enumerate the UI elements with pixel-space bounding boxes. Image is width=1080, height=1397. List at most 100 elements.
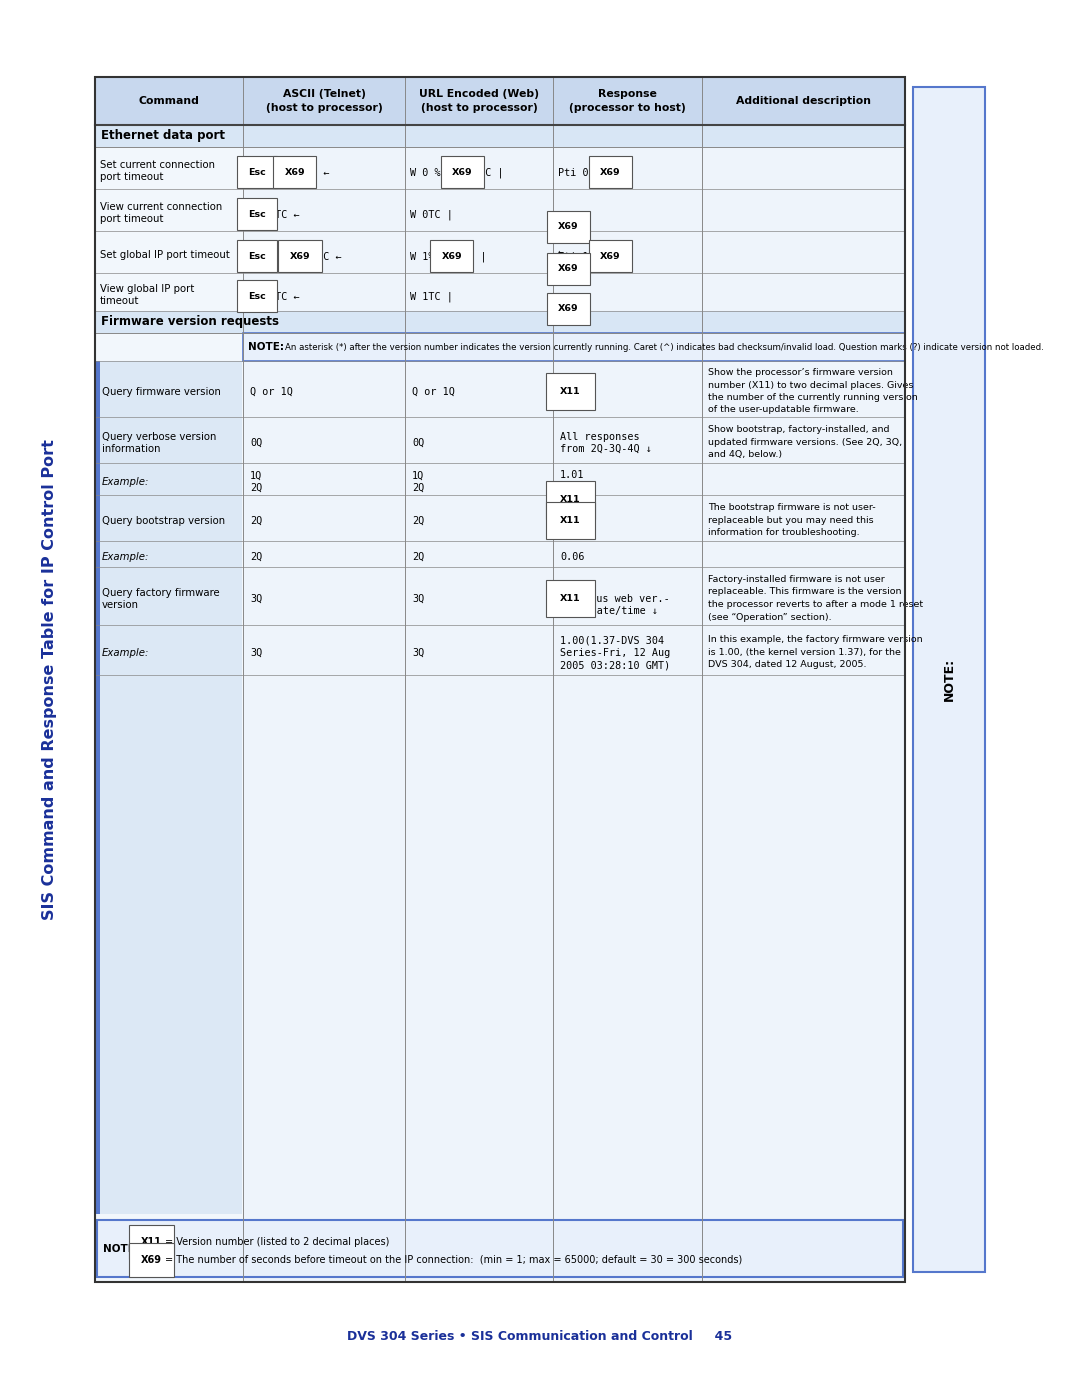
Text: NOTE:: NOTE:: [103, 1243, 139, 1253]
Text: updated firmware versions. (See 2Q, 3Q,: updated firmware versions. (See 2Q, 3Q,: [708, 437, 902, 447]
Text: (see “Operation” section).: (see “Operation” section).: [708, 612, 832, 622]
Text: the number of the currently running version: the number of the currently running vers…: [708, 393, 918, 402]
Text: 1Q: 1Q: [249, 471, 262, 481]
Text: NOTE:: NOTE:: [943, 658, 956, 701]
Bar: [243, 332, 905, 360]
Text: TC |: TC |: [462, 251, 487, 263]
Text: number (X11) to two decimal places. Gives: number (X11) to two decimal places. Give…: [708, 380, 914, 390]
Text: port timeout: port timeout: [100, 214, 163, 224]
Text: ←: ←: [558, 210, 564, 219]
Text: X69: X69: [558, 264, 579, 274]
Text: Pti 0 *: Pti 0 *: [558, 168, 607, 177]
Bar: [95, 77, 905, 1282]
Text: 2Q: 2Q: [249, 515, 262, 525]
Text: ←: ←: [621, 251, 633, 261]
Text: Firmware version requests: Firmware version requests: [102, 316, 279, 328]
Text: Series-Fri, 12 Aug: Series-Fri, 12 Aug: [561, 648, 671, 658]
Text: Query factory firmware: Query factory firmware: [102, 588, 219, 598]
Text: Show the processor’s firmware version: Show the processor’s firmware version: [708, 367, 893, 377]
Text: X69: X69: [600, 251, 621, 261]
Text: Query verbose version: Query verbose version: [102, 432, 216, 441]
Text: W 1TC |: W 1TC |: [410, 292, 453, 302]
Text: (host to processor): (host to processor): [420, 103, 538, 113]
Text: 2Q: 2Q: [411, 552, 424, 562]
Text: Additional description: Additional description: [735, 96, 870, 106]
Text: information: information: [102, 444, 161, 454]
Text: Pti 1 *: Pti 1 *: [558, 251, 607, 261]
Text: Example:: Example:: [102, 648, 149, 658]
Text: from 2Q-3Q-4Q ↓: from 2Q-3Q-4Q ↓: [561, 444, 652, 454]
Text: X11: X11: [141, 1236, 162, 1248]
Bar: [97, 1220, 903, 1277]
Text: DVS 304 Series • SIS Communication and Control     45: DVS 304 Series • SIS Communication and C…: [348, 1330, 732, 1344]
Text: 1.01: 1.01: [561, 471, 584, 481]
Text: is 1.00, (the kernel version 1.37), for the: is 1.00, (the kernel version 1.37), for …: [708, 648, 901, 657]
Text: 1TC ←: 1TC ←: [269, 292, 299, 302]
Text: X69: X69: [558, 222, 579, 232]
Text: Esc: Esc: [248, 251, 266, 261]
Text: timeout: timeout: [100, 296, 139, 306]
Bar: [95, 360, 242, 1214]
Text: Command: Command: [138, 96, 200, 106]
Bar: [95, 77, 905, 1282]
Text: = Version number (listed to 2 decimal places): = Version number (listed to 2 decimal pl…: [165, 1236, 390, 1248]
Text: X11: X11: [561, 496, 581, 504]
Bar: [95, 77, 243, 1282]
Text: (host to processor): (host to processor): [266, 103, 382, 113]
Bar: [95, 312, 905, 332]
Text: W 0TC |: W 0TC |: [410, 210, 453, 221]
Text: ASCII (Telnet): ASCII (Telnet): [283, 89, 365, 99]
Text: 3Q: 3Q: [411, 648, 424, 658]
Text: URL Encoded (Web): URL Encoded (Web): [419, 89, 539, 99]
Text: TC ←: TC ←: [311, 251, 341, 261]
Text: An asterisk (*) after the version number indicates the version currently running: An asterisk (*) after the version number…: [285, 342, 1043, 352]
Text: 0Q: 0Q: [249, 437, 262, 448]
Text: the processor reverts to after a mode 1 reset: the processor reverts to after a mode 1 …: [708, 599, 923, 609]
Text: Show bootstrap, factory-installed, and: Show bootstrap, factory-installed, and: [708, 425, 890, 434]
Text: = The number of seconds before timeout on the IP connection:  (min = 1; max = 65: = The number of seconds before timeout o…: [165, 1255, 742, 1266]
Text: X11: X11: [561, 387, 581, 395]
Text: 2Q: 2Q: [249, 552, 262, 562]
Text: 1 *: 1 *: [269, 251, 294, 261]
Text: 2Q: 2Q: [411, 483, 424, 493]
Text: ←: ←: [621, 168, 633, 177]
Text: 1Q: 1Q: [411, 471, 424, 481]
Text: X69: X69: [453, 168, 473, 177]
Text: W 1%2A: W 1%2A: [410, 251, 447, 261]
Text: X69: X69: [141, 1255, 162, 1266]
Text: X11: X11: [561, 515, 581, 525]
Text: 2Q: 2Q: [411, 515, 424, 525]
Text: DVS 304, dated 12 August, 2005.: DVS 304, dated 12 August, 2005.: [708, 661, 866, 669]
Text: X69: X69: [442, 251, 462, 261]
Text: version: version: [102, 599, 139, 610]
Text: ←: ←: [584, 515, 596, 525]
Text: desc-date/time ↓: desc-date/time ↓: [561, 606, 658, 616]
Text: of the user-updatable firmware.: of the user-updatable firmware.: [708, 405, 859, 415]
Bar: [95, 124, 905, 147]
Text: (processor to host): (processor to host): [569, 103, 686, 113]
Text: Example:: Example:: [102, 552, 149, 562]
Bar: [913, 87, 985, 1273]
Text: Ethernet data port: Ethernet data port: [102, 130, 225, 142]
Text: 0TC ←: 0TC ←: [269, 210, 299, 219]
Text: In this example, the factory firmware version: In this example, the factory firmware ve…: [708, 636, 922, 644]
Text: Set current connection: Set current connection: [100, 159, 215, 169]
Text: 2Q: 2Q: [249, 483, 262, 493]
Text: View global IP port: View global IP port: [100, 284, 194, 293]
Text: Esc: Esc: [248, 168, 266, 177]
Text: ←: ←: [558, 247, 564, 257]
Text: 3Q: 3Q: [411, 594, 424, 604]
Text: Q or 1Q: Q or 1Q: [411, 387, 455, 397]
Text: SIS Command and Response Table for IP Control Port: SIS Command and Response Table for IP Co…: [42, 439, 57, 921]
Text: Query bootstrap version: Query bootstrap version: [102, 515, 225, 525]
Text: port timeout: port timeout: [100, 172, 163, 182]
Text: TC ←: TC ←: [306, 168, 329, 177]
Text: TC |: TC |: [473, 168, 503, 179]
Text: X69: X69: [600, 168, 621, 177]
Text: Set global IP port timeout: Set global IP port timeout: [100, 250, 230, 260]
Text: Query firmware version: Query firmware version: [102, 387, 221, 397]
Text: 2005 03:28:10 GMT): 2005 03:28:10 GMT): [561, 661, 671, 671]
Text: All responses: All responses: [561, 432, 639, 441]
Text: replaceable but you may need this: replaceable but you may need this: [708, 515, 874, 525]
Text: X69: X69: [289, 251, 310, 261]
